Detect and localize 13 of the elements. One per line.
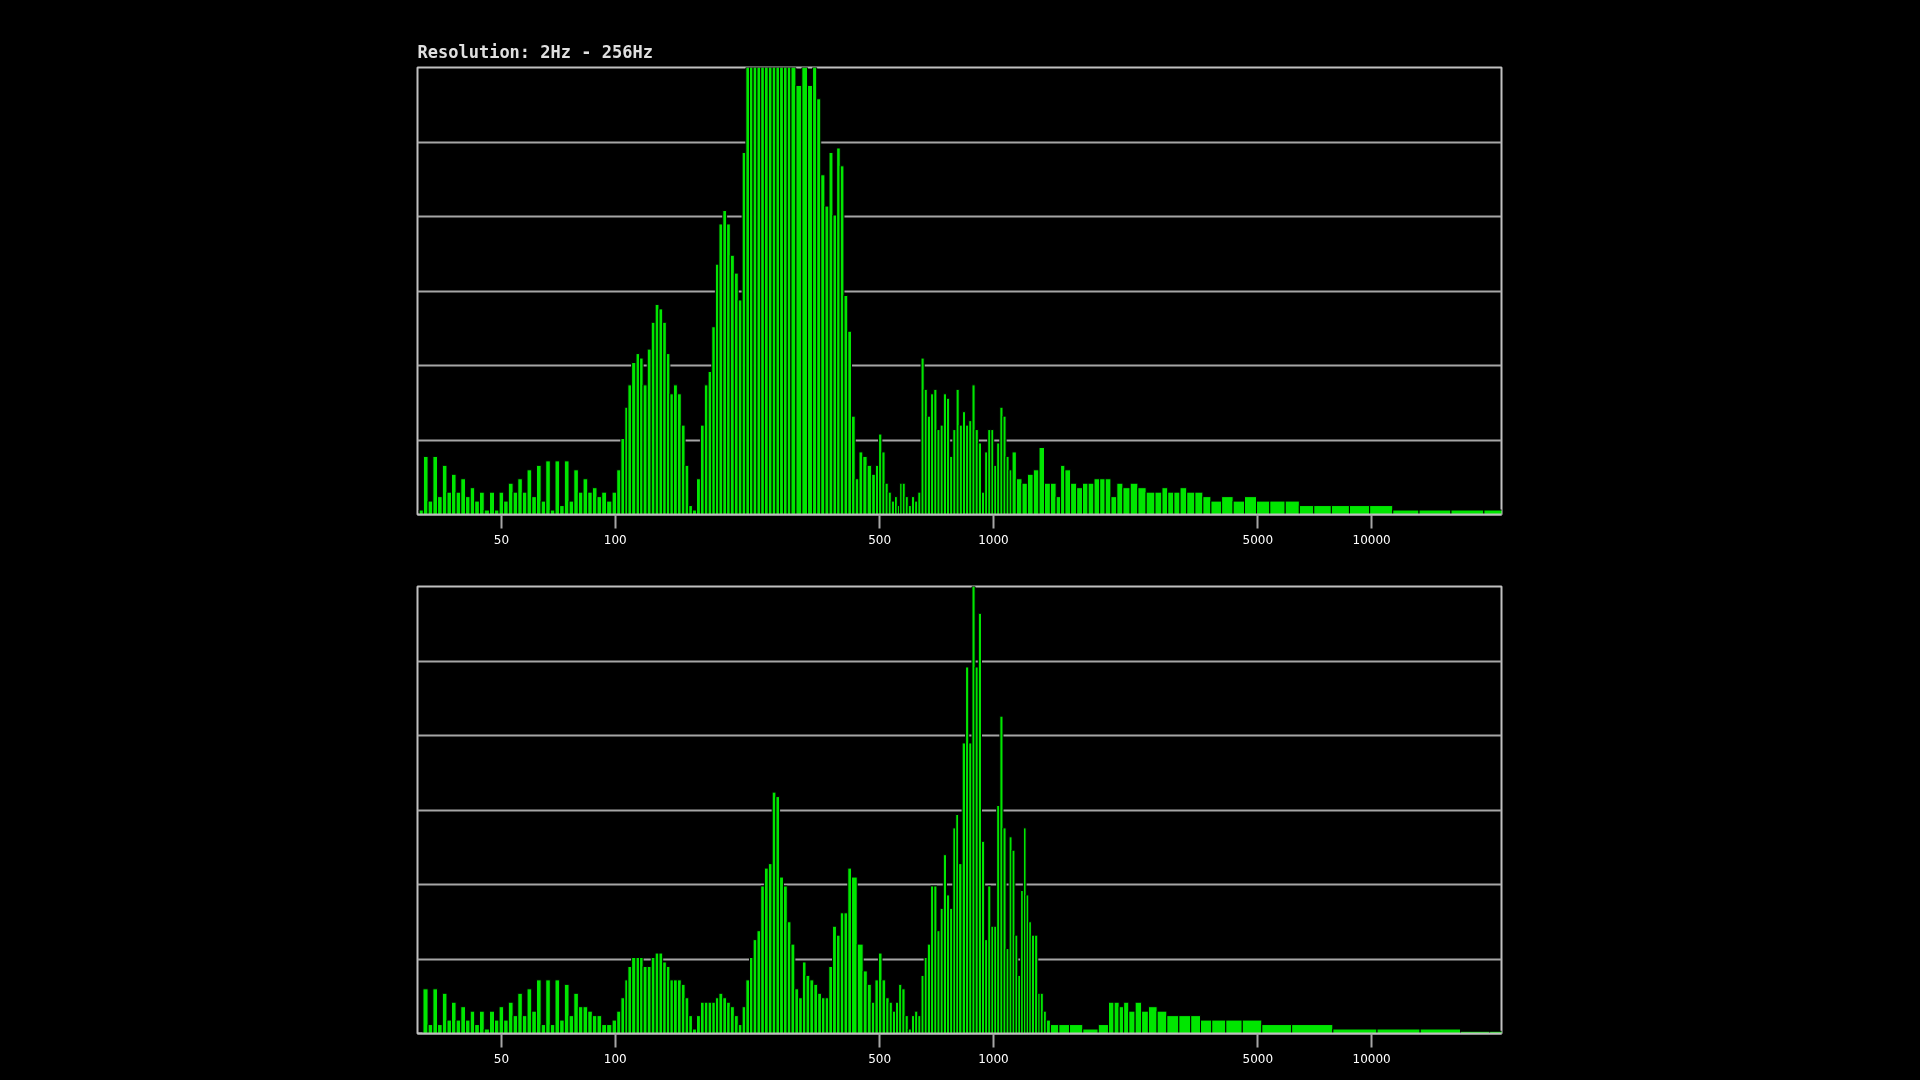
x-tick-label: 50	[493, 532, 510, 547]
x-tick-label: 1000	[978, 532, 1009, 547]
x-tick-label: 500	[868, 1051, 892, 1066]
x-tick-label: 50	[493, 1051, 510, 1066]
x-tick-label: 100	[603, 1051, 627, 1066]
x-tick-label: 100	[603, 532, 627, 547]
x-tick-label: 10000	[1352, 532, 1391, 547]
x-tick-label: 1000	[978, 1051, 1009, 1066]
chart-title: Resolution: 2Hz - 256Hz	[417, 41, 653, 62]
x-tick-label: 5000	[1242, 1051, 1274, 1066]
x-tick-label: 500	[868, 532, 892, 547]
x-tick-label: 10000	[1352, 1051, 1391, 1066]
x-tick-label: 5000	[1242, 532, 1274, 547]
